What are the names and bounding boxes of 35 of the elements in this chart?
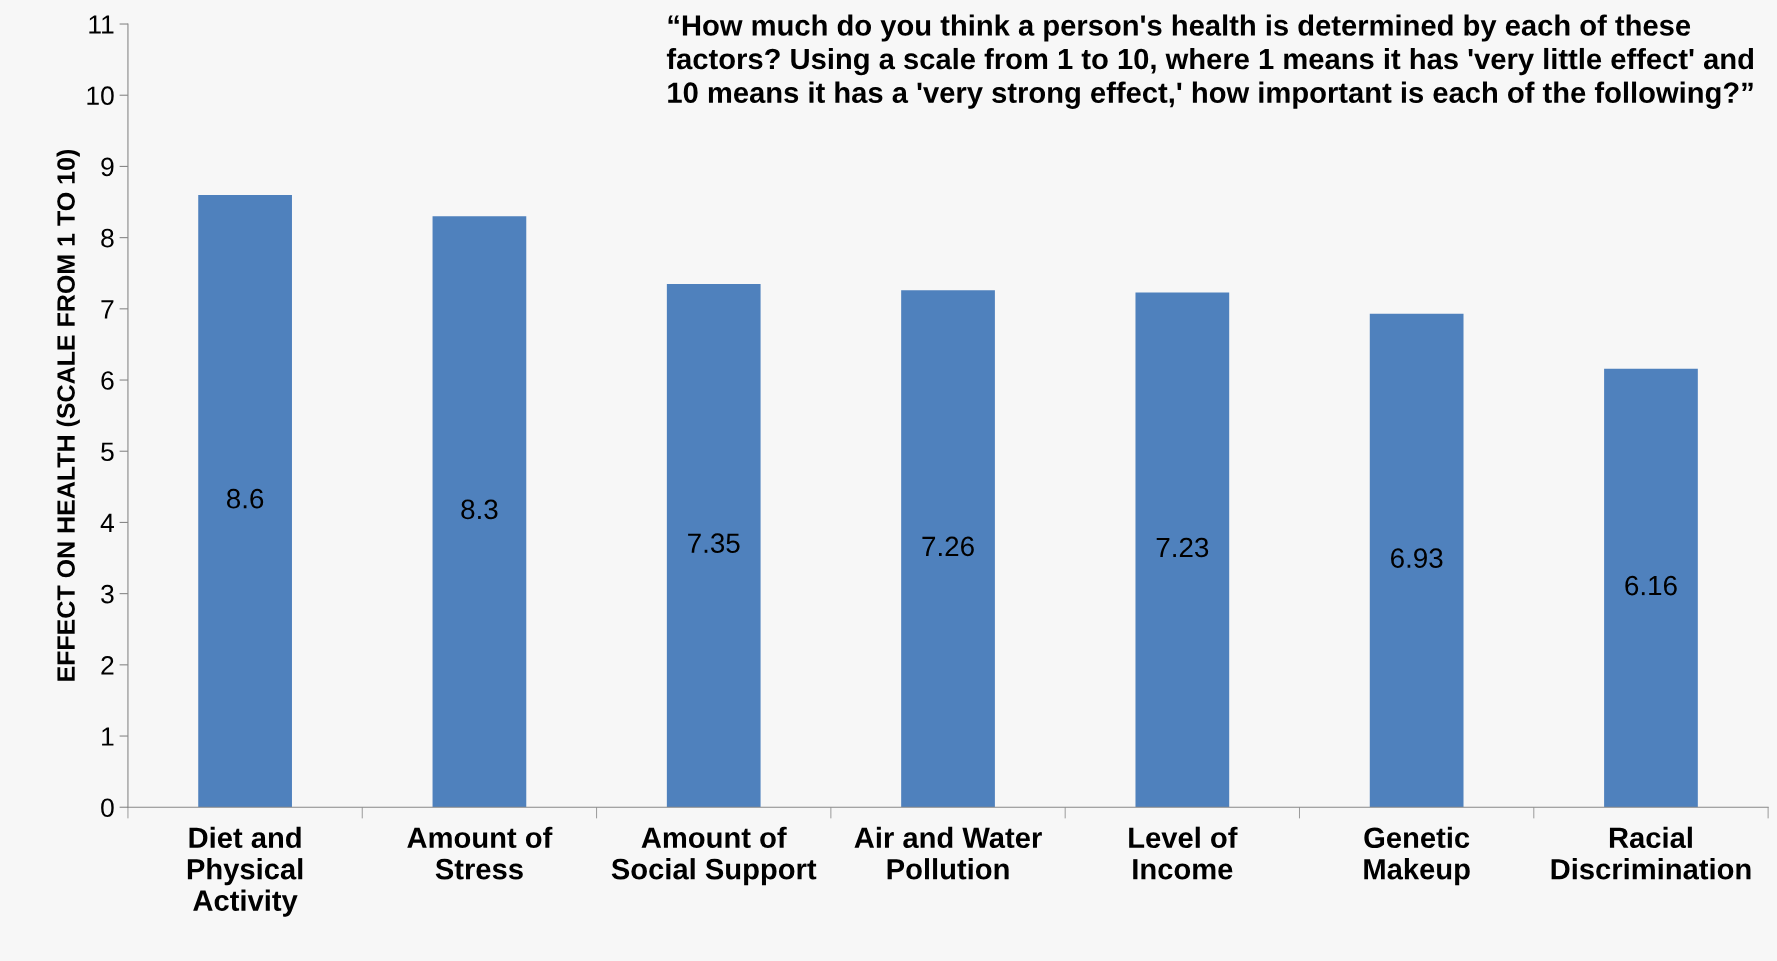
y-tick-label: 0: [101, 798, 114, 818]
y-tick-label: 2: [101, 655, 114, 675]
data-label: 6.16: [1625, 575, 1677, 596]
data-label: 8.3: [461, 499, 498, 520]
y-axis-title: EFFECT ON HEALTH (SCALE FROM 1 TO 10): [56, 149, 80, 681]
y-tick-label: 10: [87, 86, 114, 106]
x-tick-label: Amount of Social Support: [611, 826, 817, 886]
x-tick-label: Genetic Makeup: [1364, 826, 1470, 886]
text: “How much do you think a person's health is determined by each of these factors? Using a scale from 1 to 10, where 1 means it has 'very little effect' and 10 means it has a 'very strong effect,' how important is each of the following?”: [666, 14, 1754, 109]
data-label: 6.93: [1391, 548, 1443, 568]
x-tick-label: Diet and Physical Activity: [187, 826, 303, 917]
data-label: 8.6: [227, 488, 264, 509]
y-tick-label: 6: [101, 371, 114, 390]
bar: [901, 290, 995, 808]
bar: [432, 216, 527, 808]
bar: [1604, 368, 1698, 808]
y-tick-label: 8: [101, 228, 114, 248]
data-label: 7.35: [688, 533, 740, 554]
y-tick-label: 7: [101, 300, 114, 319]
data-label: 7.26: [922, 536, 974, 557]
x-tick-label: Air and Water Pollution: [854, 826, 1042, 880]
bar: [198, 194, 292, 808]
bar: [1369, 313, 1464, 808]
y-tick-label: 4: [100, 513, 114, 532]
data-label: 7.23: [1156, 537, 1209, 558]
y-tick-label: 3: [101, 584, 114, 604]
bar: [666, 283, 761, 808]
x-tick-label: Amount of Stress: [407, 826, 553, 880]
x-tick-label: Racial Discrimination: [1551, 826, 1751, 880]
y-tick-label: 9: [101, 157, 114, 177]
x-tick-label: Level of Income: [1129, 826, 1238, 880]
bar: [1135, 292, 1230, 808]
y-tick-label: 5: [101, 442, 114, 462]
y-tick-label: 11: [89, 15, 114, 34]
y-tick-label: 1: [102, 727, 114, 746]
